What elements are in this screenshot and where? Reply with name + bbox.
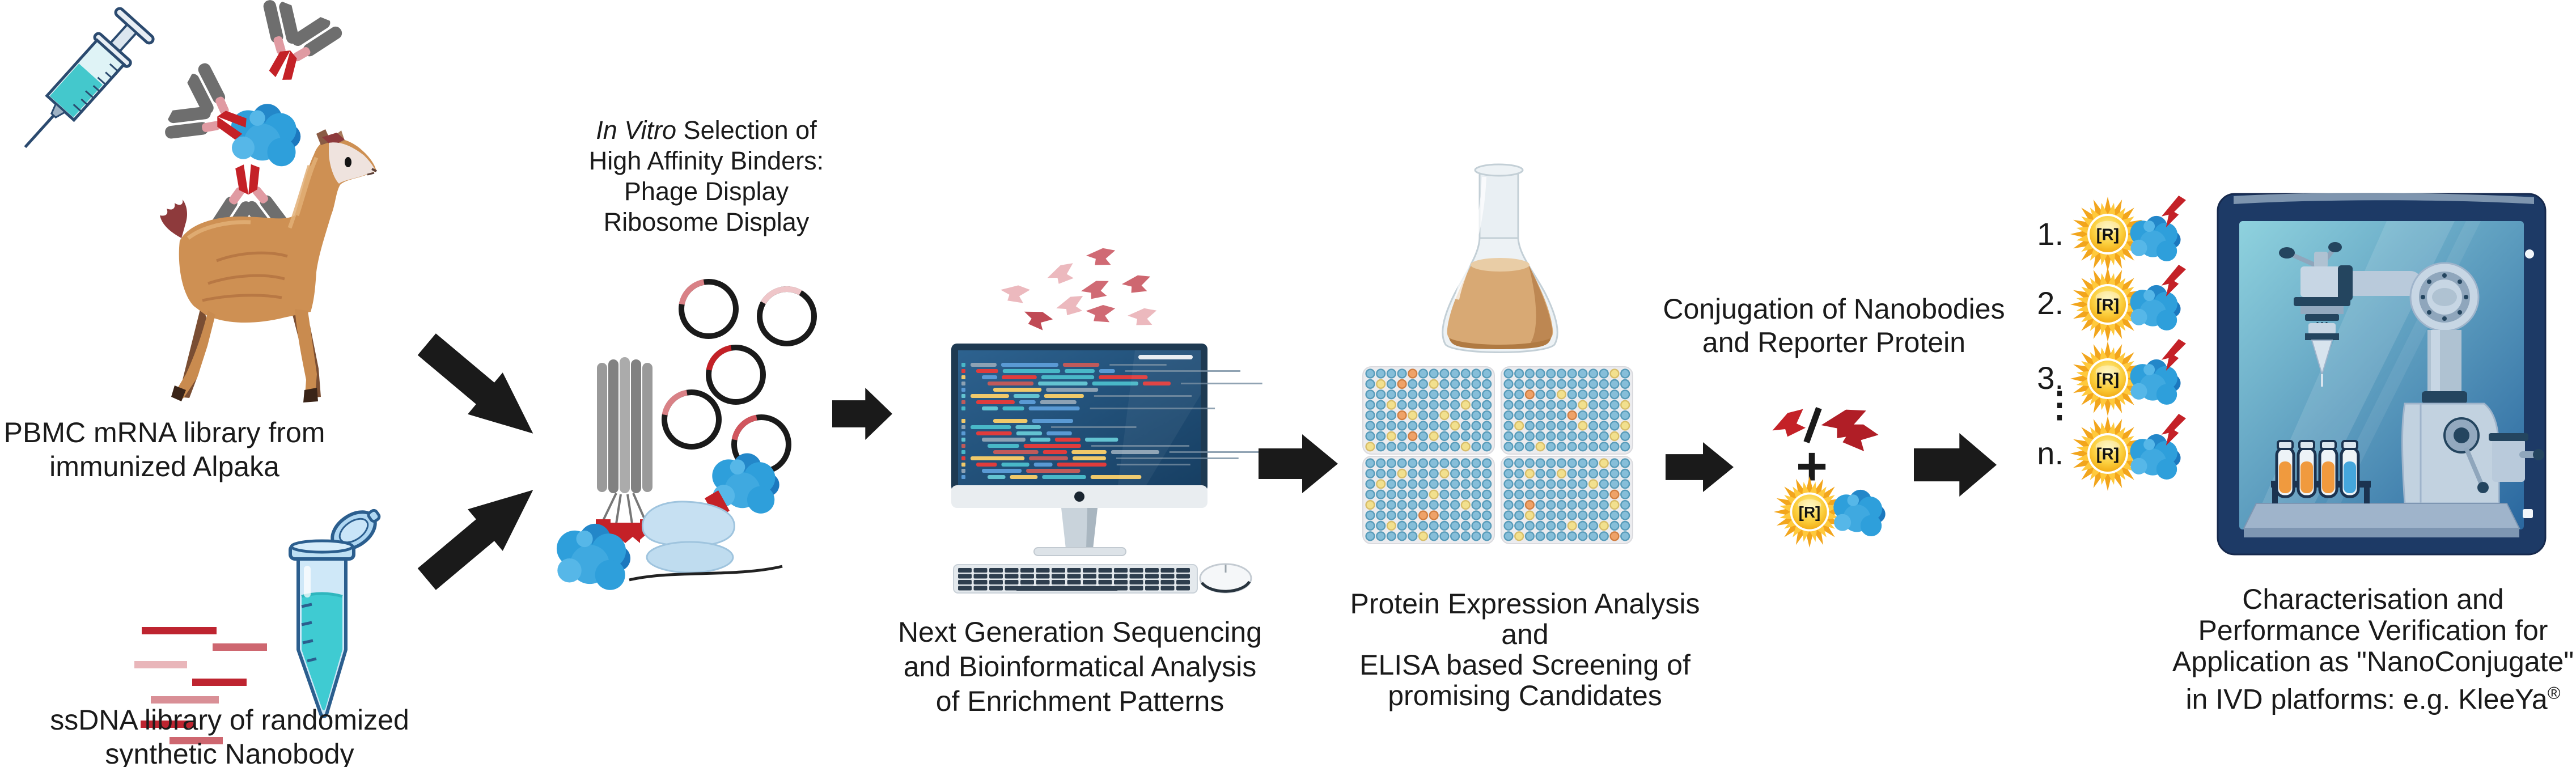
caption-ssdna: ssDNA library of randomized synthetic Na… bbox=[31, 703, 428, 767]
caption-ngs: Next Generation Sequencing and Bioinform… bbox=[890, 615, 1270, 719]
caption-selection-line3: Phage Display bbox=[624, 177, 789, 206]
caption-pbmc-line2: immunized Alpaka bbox=[49, 451, 279, 482]
caption-conjugation: Conjugation of Nanobodies and Reporter P… bbox=[1661, 293, 2007, 359]
reporter-label: [R] bbox=[2096, 446, 2119, 464]
caption-characterisation: Characterisation and Performance Verific… bbox=[2170, 584, 2576, 715]
caption-selection-line2: High Affinity Binders: bbox=[588, 146, 824, 175]
registered-trademark: ® bbox=[2547, 683, 2561, 703]
bioinformatics-computer-icon bbox=[951, 344, 1282, 594]
caption-selection-line4: Ribosome Display bbox=[603, 207, 810, 236]
caption-selection: In Vitro Selection of High Affinity Bind… bbox=[536, 115, 876, 238]
elisa-plate bbox=[1501, 456, 1633, 544]
nanobody-blob-icon bbox=[1833, 489, 1886, 536]
arrow-selection-to-ngs bbox=[832, 388, 892, 440]
elisa-plate bbox=[1362, 456, 1495, 544]
caption-selection-line1: In Vitro Selection of bbox=[536, 115, 876, 146]
caption-ssdna-line1: ssDNA library of randomized bbox=[50, 704, 409, 736]
nanoconjugate-blob-icon bbox=[2130, 196, 2186, 261]
list-item-1-label: 1. bbox=[2037, 216, 2064, 252]
list-item-3-label: 3. bbox=[2037, 360, 2064, 396]
nanoconjugate-blob-icon bbox=[2130, 339, 2186, 405]
arrow-expression-to-conjugation bbox=[1666, 442, 1734, 492]
caption-expression-line1: Protein Expression Analysis bbox=[1350, 588, 1700, 620]
arrow-llama-to-selection bbox=[409, 323, 550, 454]
ivd-instrument-icon bbox=[2217, 193, 2547, 556]
caption-characterisation-line4-text: in IVD platforms: e.g. KleeYa bbox=[2185, 683, 2548, 715]
reporter-sun-icon: [R] bbox=[1773, 475, 1846, 549]
list-item-2-label: 2. bbox=[2037, 285, 2064, 321]
caption-pbmc: PBMC mRNA library from immunized Alpaka bbox=[0, 416, 329, 484]
caption-conjugation-line1: Conjugation of Nanobodies bbox=[1663, 293, 2005, 325]
list-item-n-label: n. bbox=[2037, 435, 2064, 471]
caption-characterisation-line1: Characterisation and bbox=[2242, 583, 2504, 615]
eppendorf-tube-icon bbox=[289, 508, 381, 718]
caption-conjugation-line2: and Reporter Protein bbox=[1702, 327, 1966, 358]
enriched-sequences-flags-icon bbox=[1001, 246, 1159, 332]
arrow-ssdna-to-selection bbox=[409, 469, 550, 600]
caption-expression-line2: and bbox=[1501, 618, 1549, 650]
caption-expression: Protein Expression Analysis and ELISA ba… bbox=[1335, 588, 1715, 711]
caption-characterisation-line4: in IVD platforms: e.g. KleeYa® bbox=[2170, 677, 2576, 715]
reporter-sun-icon: [R] bbox=[2069, 340, 2146, 417]
llama-icon bbox=[160, 129, 377, 402]
caption-ngs-line2: and Bioinformatical Analysis bbox=[903, 651, 1257, 683]
culture-flask-icon bbox=[1442, 163, 1558, 353]
caption-pbmc-line1: PBMC mRNA library from bbox=[3, 417, 325, 448]
caption-ssdna-line2: synthetic Nanobody Sequences bbox=[105, 738, 354, 767]
plasmid-library-icon bbox=[662, 279, 817, 474]
dna-fragments-icon bbox=[134, 627, 267, 744]
caption-expression-line3: ELISA based Screening of bbox=[1359, 649, 1690, 681]
reporter-label: [R] bbox=[2096, 371, 2119, 389]
nanoconjugate-blob-icon bbox=[2130, 265, 2186, 330]
reporter-sun-icon: [R] bbox=[2069, 196, 2146, 273]
reporter-label: [R] bbox=[1799, 503, 1821, 521]
phage-display-icon bbox=[556, 357, 655, 590]
reporter-label: [R] bbox=[2096, 296, 2119, 315]
reporter-label: [R] bbox=[2096, 226, 2119, 244]
elisa-plate bbox=[1501, 366, 1633, 455]
ribosome-display-icon bbox=[629, 453, 783, 582]
caption-selection-line1-rest: Selection of bbox=[676, 116, 817, 145]
elisa-plate bbox=[1362, 366, 1495, 455]
reporter-sun-icon: [R] bbox=[2069, 415, 2146, 492]
syringe-icon bbox=[24, 7, 155, 149]
arrow-conjugation-to-characterisation bbox=[1914, 433, 1997, 497]
caption-characterisation-line3: Application as "NanoConjugate" bbox=[2172, 646, 2574, 677]
caption-ngs-line3: of Enrichment Patterns bbox=[935, 685, 1225, 717]
caption-ngs-line1: Next Generation Sequencing bbox=[897, 616, 1262, 648]
nanoconjugate-blob-icon bbox=[2130, 414, 2186, 480]
arrow-ngs-to-expression bbox=[1259, 434, 1338, 493]
caption-selection-italic: In Vitro bbox=[596, 116, 677, 145]
caption-expression-line4: promising Candidates bbox=[1388, 680, 1662, 711]
reporter-sun-icon: [R] bbox=[2069, 266, 2146, 343]
caption-characterisation-line2: Performance Verification for bbox=[2198, 615, 2548, 646]
